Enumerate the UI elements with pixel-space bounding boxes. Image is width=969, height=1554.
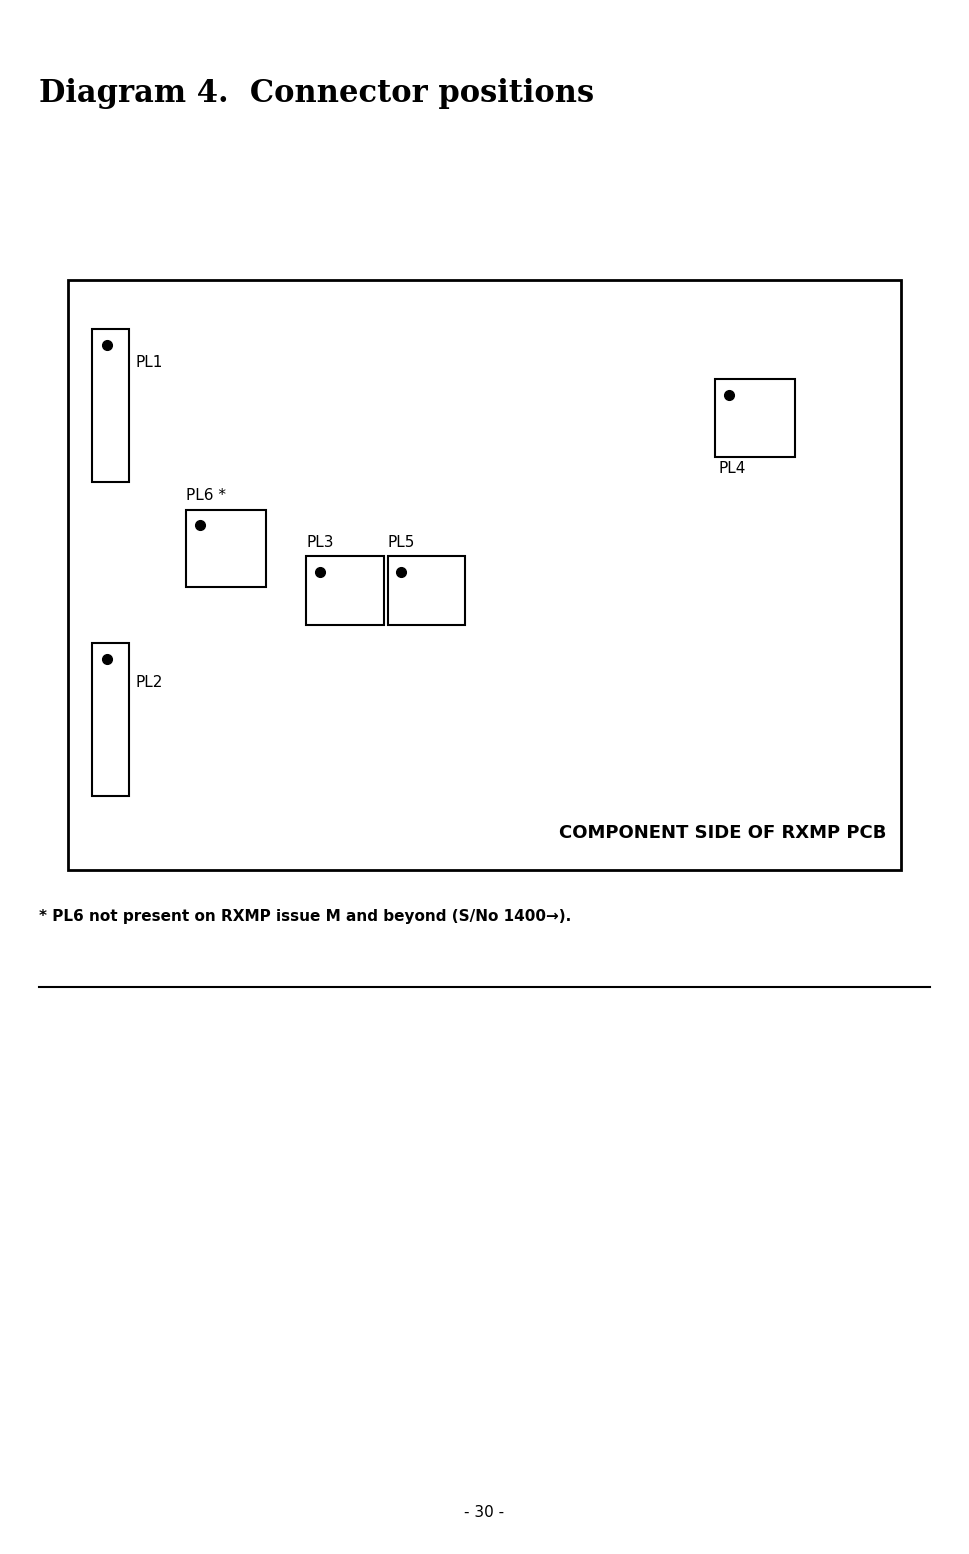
Bar <box>92 329 129 482</box>
Bar <box>306 556 384 625</box>
Text: PL2: PL2 <box>136 674 163 690</box>
Text: - 30 -: - 30 - <box>464 1504 505 1520</box>
Bar <box>186 510 266 587</box>
Text: COMPONENT SIDE OF RXMP PCB: COMPONENT SIDE OF RXMP PCB <box>559 824 887 842</box>
Text: PL1: PL1 <box>136 354 163 370</box>
Bar <box>388 556 465 625</box>
Bar <box>715 379 795 457</box>
Text: PL3: PL3 <box>306 535 333 550</box>
Text: PL5: PL5 <box>388 535 415 550</box>
Text: Diagram 4.  Connector positions: Diagram 4. Connector positions <box>39 78 594 109</box>
Text: * PL6 not present on RXMP issue M and beyond (S/No 1400→).: * PL6 not present on RXMP issue M and be… <box>39 909 571 925</box>
Bar <box>68 280 901 870</box>
Bar <box>92 643 129 796</box>
Text: PL6 *: PL6 * <box>186 488 226 503</box>
Text: PL4: PL4 <box>719 460 746 476</box>
